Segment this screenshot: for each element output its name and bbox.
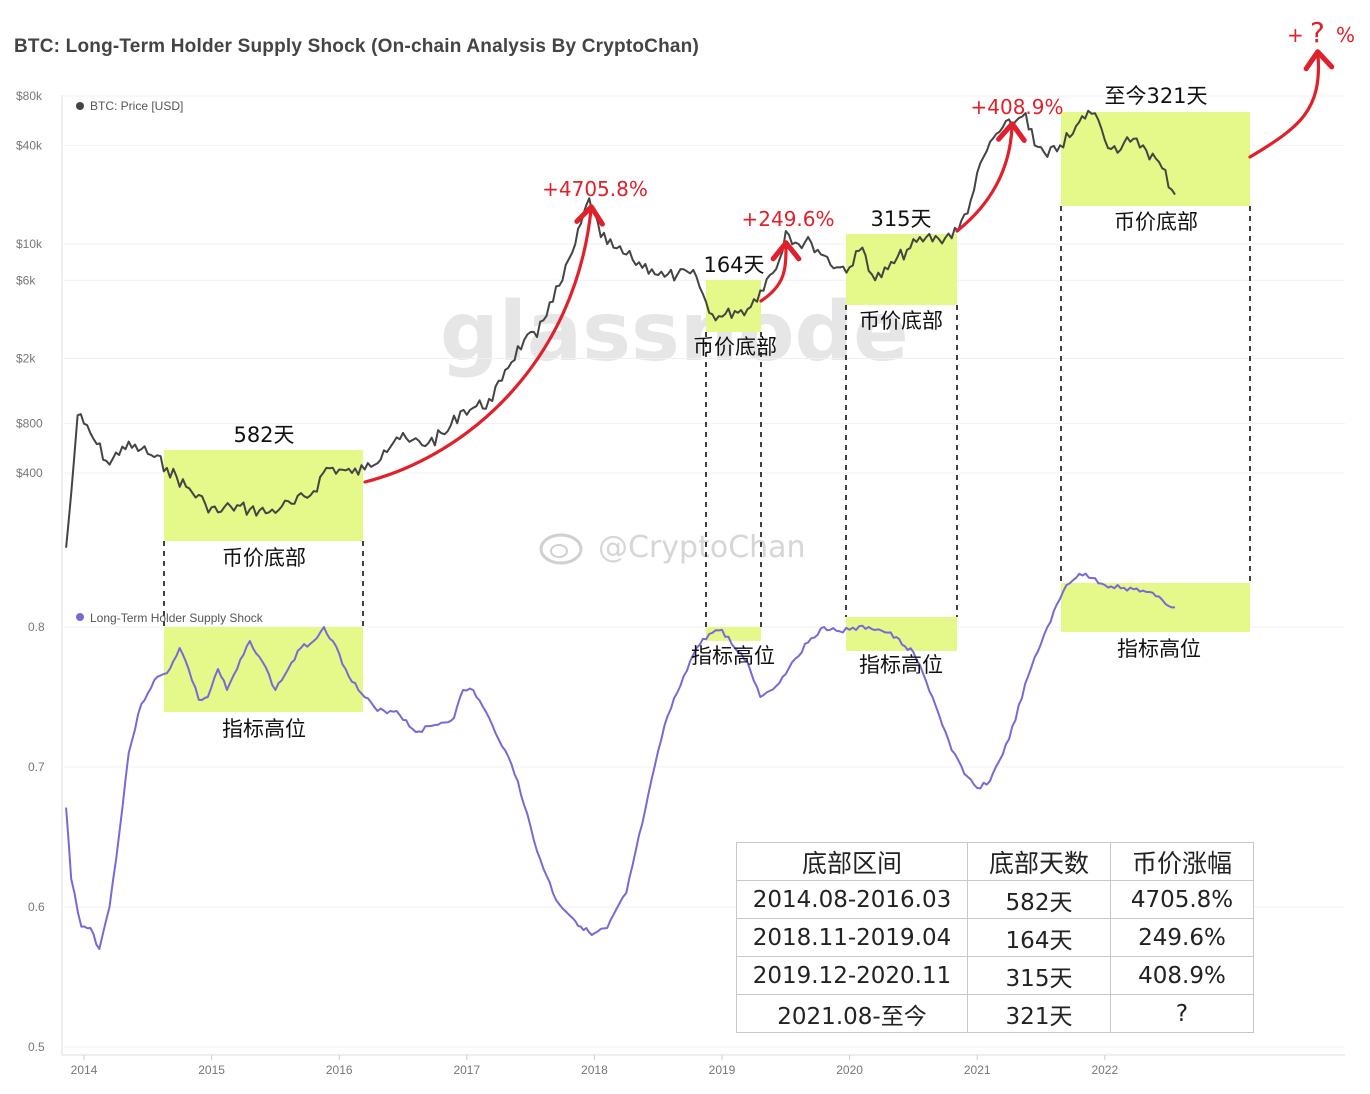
table-cell: 408.9%: [1110, 956, 1254, 995]
price-y-tick-label: $6k: [16, 273, 36, 287]
table-header-cell: 币价涨幅: [1110, 842, 1254, 881]
price-bottom-label-1: 币价底部: [222, 546, 306, 570]
table-row: 2018.11-2019.04 164天 249.6%: [736, 918, 1254, 957]
price-legend: BTC: Price [USD]: [76, 99, 183, 113]
gain-arrows: [363, 49, 1335, 484]
x-ticks: 2014 2015 2016 2017 2018 2019 2020 2021 2022: [71, 1055, 1118, 1077]
price-y-tick-label: $80k: [16, 89, 43, 103]
future-gain-question: ?: [1310, 16, 1325, 49]
indicator-high-label-2: 指标高位: [691, 644, 775, 668]
x-tick-label: 2017: [453, 1063, 480, 1077]
price-y-ticks: $400 $800 $2k $6k $10k $40k $80k: [16, 89, 43, 480]
weibo-logo-icon: [539, 533, 583, 565]
x-tick-label: 2021: [964, 1063, 991, 1077]
price-y-tick-label: $400: [16, 466, 43, 480]
days-label-4: 至今321天: [1104, 84, 1207, 108]
indicator-high-box-1: [164, 627, 363, 712]
table-row: 2019.12-2020.11 315天 408.9%: [736, 956, 1254, 995]
indicator-high-box-3: [846, 617, 957, 651]
table-cell: 582天: [967, 880, 1111, 919]
price-bottom-label-4: 币价底部: [1114, 210, 1198, 234]
days-label-3: 315天: [870, 207, 931, 231]
table-header-cell: 底部天数: [967, 842, 1111, 881]
price-y-tick-label: $40k: [16, 138, 43, 152]
table-header-cell: 底部区间: [736, 842, 968, 881]
indicator-high-label-3: 指标高位: [859, 653, 943, 677]
gain-arrow-1: [363, 204, 605, 484]
table-cell: 2021.08-至今: [736, 994, 968, 1033]
glassnode-watermark: glassnode: [440, 285, 909, 380]
future-gain-label: + ? %: [1287, 16, 1355, 49]
future-gain-plus: +: [1287, 23, 1304, 47]
price-series-line: [65, 109, 1176, 548]
table-cell: 321天: [967, 994, 1111, 1033]
table-cell: 4705.8%: [1110, 880, 1254, 919]
gain-label-3: +408.9%: [970, 95, 1063, 119]
table-header-row: 底部区间 底部天数 币价涨幅: [736, 842, 1254, 881]
price-bottom-label-3: 币价底部: [859, 309, 943, 333]
chart-title: BTC: Long-Term Holder Supply Shock (On-c…: [14, 36, 699, 57]
price-bottom-box-2: [706, 280, 761, 332]
lths-legend-label: Long-Term Holder Supply Shock: [90, 611, 264, 625]
lths-y-tick-label: 0.6: [28, 900, 45, 914]
days-label-2: 164天: [703, 253, 764, 277]
gain-arrow-2: [759, 240, 802, 303]
days-label-1: 582天: [233, 423, 294, 447]
price-bottom-label-2: 币价底部: [693, 335, 777, 359]
x-tick-label: 2019: [709, 1063, 736, 1077]
x-tick-label: 2015: [198, 1063, 225, 1077]
price-legend-dot-icon: [76, 102, 84, 110]
price-y-tick-label: $800: [16, 417, 43, 431]
lths-y-tick-label: 0.7: [28, 760, 45, 774]
indicator-high-box-4: [1061, 583, 1250, 632]
indicator-high-label-4: 指标高位: [1117, 637, 1201, 661]
x-tick-label: 2018: [581, 1063, 608, 1077]
x-tick-label: 2022: [1091, 1063, 1118, 1077]
lths-y-tick-label: 0.8: [28, 620, 45, 634]
lths-y-tick-label: 0.5: [28, 1040, 45, 1054]
x-tick-label: 2016: [326, 1063, 353, 1077]
gain-arrow-4: [1248, 49, 1335, 159]
highlight-boxes: [164, 112, 1250, 712]
x-tick-label: 2014: [71, 1063, 98, 1077]
summary-table: 底部区间 底部天数 币价涨幅 2014.08-2016.03 582天 4705…: [736, 842, 1254, 1033]
table-cell: 2018.11-2019.04: [736, 918, 968, 957]
weibo-watermark: @CryptoChan: [598, 530, 806, 565]
gain-arrow-3: [955, 121, 1027, 233]
table-cell: 2014.08-2016.03: [736, 880, 968, 919]
table-row: 2021.08-至今 321天 ?: [736, 994, 1254, 1033]
price-bottom-box-3: [846, 234, 957, 305]
price-y-tick-label: $10k: [16, 237, 43, 251]
table-cell: 164天: [967, 918, 1111, 957]
gain-label-2: +249.6%: [741, 207, 834, 231]
dashed-connectors: [163, 206, 1251, 627]
lths-legend-dot-icon: [76, 613, 84, 621]
table-cell: 2019.12-2020.11: [736, 956, 968, 995]
table-cell: 249.6%: [1110, 918, 1254, 957]
price-legend-label: BTC: Price [USD]: [90, 99, 183, 113]
indicator-high-box-2: [706, 627, 761, 641]
x-tick-label: 2020: [836, 1063, 863, 1077]
future-gain-percent: %: [1336, 23, 1355, 47]
table-cell: ?: [1110, 994, 1254, 1033]
price-y-tick-label: $2k: [16, 351, 36, 365]
gain-label-1: +4705.8%: [542, 177, 648, 201]
lths-y-ticks: 0.5 0.6 0.7 0.8: [28, 620, 45, 1054]
lths-series-line: [65, 572, 1175, 950]
table-row: 2014.08-2016.03 582天 4705.8%: [736, 880, 1254, 919]
lths-legend: Long-Term Holder Supply Shock: [76, 611, 264, 625]
indicator-high-label-1: 指标高位: [222, 717, 306, 741]
table-cell: 315天: [967, 956, 1111, 995]
